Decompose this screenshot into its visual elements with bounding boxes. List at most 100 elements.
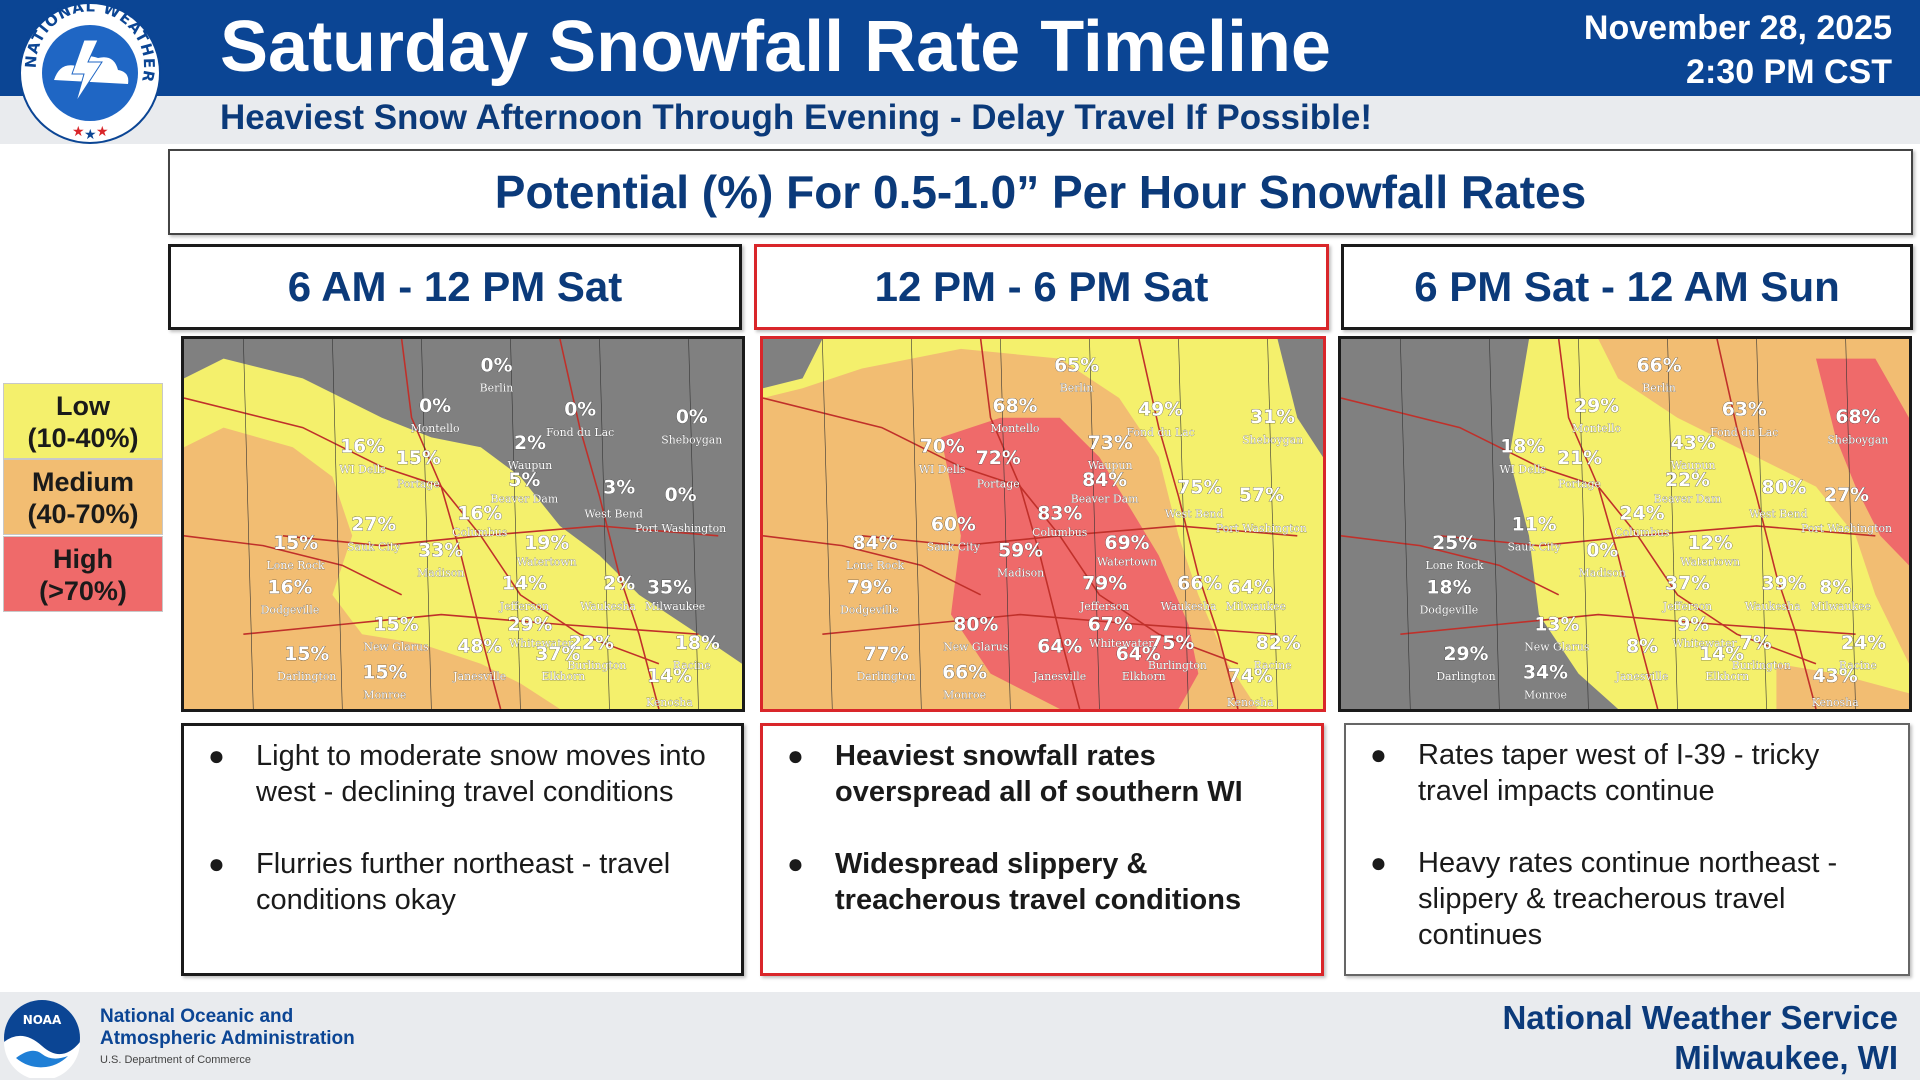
city-label: WI Dells xyxy=(339,463,386,476)
percent-label: 18% xyxy=(675,633,720,654)
city-label: West Bend xyxy=(1165,507,1224,520)
city-label: Elkhorn xyxy=(1122,670,1166,683)
percent-label: 22% xyxy=(569,633,614,654)
svg-text:★: ★ xyxy=(96,123,109,139)
percent-label: 24% xyxy=(1841,633,1886,654)
legend-range: (40-70%) xyxy=(27,499,139,529)
issue-datetime: November 28, 2025 2:30 PM CST xyxy=(1584,6,1892,94)
highway-line xyxy=(763,535,982,596)
percent-label: 15% xyxy=(374,614,419,635)
city-label: Madison xyxy=(1579,567,1626,580)
percent-label: 11% xyxy=(1512,514,1557,535)
percent-label: 64% xyxy=(1116,644,1161,665)
legend-label: High xyxy=(53,544,113,574)
bullet: ● Rates taper west of I-39 - tricky trave… xyxy=(1370,739,1820,807)
legend-label: Medium xyxy=(31,467,134,497)
city-label: Portage xyxy=(1558,478,1601,491)
highway-line xyxy=(1716,339,1817,709)
percent-label: 73% xyxy=(1088,433,1133,454)
city-label: Racine xyxy=(1254,659,1292,672)
city-label: Columbus xyxy=(1032,526,1088,539)
county-border xyxy=(911,339,922,709)
highway-line xyxy=(400,339,502,709)
city-label: Milwaukee xyxy=(1226,600,1286,613)
county-border xyxy=(1400,339,1411,709)
highway-line xyxy=(822,613,1278,635)
percent-label: 48% xyxy=(457,637,502,658)
bullet: ● Flurries further northeast - travel con… xyxy=(208,848,671,916)
percent-label: 15% xyxy=(396,448,441,469)
bullet: ● Light to moderate snow moves into west … xyxy=(208,740,706,808)
city-label: Fond du Lac xyxy=(546,426,614,439)
city-label: Berlin xyxy=(1642,382,1676,395)
percent-label: 66% xyxy=(1637,355,1682,376)
percent-label: 75% xyxy=(1177,477,1222,498)
city-label: Beaver Dam xyxy=(1071,493,1139,506)
header-bar xyxy=(0,0,1920,96)
percent-label: 84% xyxy=(853,533,898,554)
map-period-2: 65% Berlin 68% Montello 49% Fond du Lac 31% She… xyxy=(760,336,1326,712)
highway-line xyxy=(184,535,403,596)
city-label: Watertown xyxy=(1097,555,1157,568)
bullet: ● Heaviest snowfall rates overspread all … xyxy=(787,740,1243,808)
percent-label: 18% xyxy=(1426,577,1471,598)
highway-line xyxy=(184,397,660,665)
city-label: Whitewater xyxy=(1672,637,1737,650)
highway-line xyxy=(1341,535,1560,596)
city-label: Monroe xyxy=(363,689,406,702)
percent-label: 0% xyxy=(665,485,697,506)
city-label: Madison xyxy=(997,567,1044,580)
highway-line xyxy=(1400,613,1856,635)
city-label: Fond du Lac xyxy=(1710,426,1778,439)
percent-label: 64% xyxy=(1037,637,1082,658)
percent-label: 16% xyxy=(457,503,502,524)
percent-label: 9% xyxy=(1677,614,1709,635)
percent-label: 14% xyxy=(647,666,692,687)
notes-period-3: ● Rates taper west of I-39 - tricky trave… xyxy=(1344,723,1910,976)
city-label: Darlington xyxy=(857,670,916,683)
county-border xyxy=(1845,339,1856,709)
percent-label: 33% xyxy=(418,540,463,561)
percent-label: 14% xyxy=(1699,644,1744,665)
city-label: Janesville xyxy=(452,670,506,683)
city-label: Milwaukee xyxy=(645,600,705,613)
city-label: Waukesha xyxy=(580,600,636,613)
percent-label: 68% xyxy=(1835,407,1880,428)
percent-label: 8% xyxy=(1626,637,1658,658)
percent-label: 27% xyxy=(1824,485,1869,506)
notes-period-1: ● Light to moderate snow moves into west … xyxy=(181,723,744,976)
percent-label: 60% xyxy=(931,514,976,535)
percent-label: 31% xyxy=(1250,407,1295,428)
percent-label: 3% xyxy=(603,477,635,498)
city-label: Montello xyxy=(991,422,1040,435)
percent-label: 49% xyxy=(1138,400,1183,421)
city-label: Fond du Lac xyxy=(1127,426,1195,439)
city-label: Sheboygan xyxy=(1827,433,1888,446)
percent-label: 0% xyxy=(1586,540,1618,561)
bullet: ● Heavy rates continue northeast - slippe… xyxy=(1370,847,1838,951)
percent-label: 29% xyxy=(1574,396,1619,417)
percent-label: 0% xyxy=(676,407,708,428)
city-label: Sheboygan xyxy=(661,433,722,446)
percent-label: 65% xyxy=(1054,355,1099,376)
city-label: Portage xyxy=(397,478,440,491)
percent-label: 8% xyxy=(1819,577,1851,598)
legend-range: (>70%) xyxy=(39,576,127,606)
city-label: Janesville xyxy=(1032,670,1086,683)
city-label: Jefferson xyxy=(1079,600,1129,613)
city-label: Sauk City xyxy=(927,541,981,554)
highway-line xyxy=(763,397,1239,665)
highway-line xyxy=(243,613,699,635)
city-label: Elkhorn xyxy=(1705,670,1749,683)
percent-label: 18% xyxy=(1500,437,1545,458)
county-border xyxy=(1267,339,1278,709)
city-label: Kenosha xyxy=(1812,696,1859,709)
city-label: Lone Rock xyxy=(846,559,905,572)
map-1-labels: 0% Berlin 0% Montello 0% Fond du Lac 0% Sheboyg… xyxy=(261,355,727,709)
city-label: Dodgeville xyxy=(840,604,899,617)
percent-label: 70% xyxy=(920,437,965,458)
issue-time: 2:30 PM CST xyxy=(1686,53,1892,91)
city-label: West Bend xyxy=(1749,507,1808,520)
bullet-dot-icon: ● xyxy=(1370,739,1387,770)
legend-label: Low xyxy=(56,391,110,421)
